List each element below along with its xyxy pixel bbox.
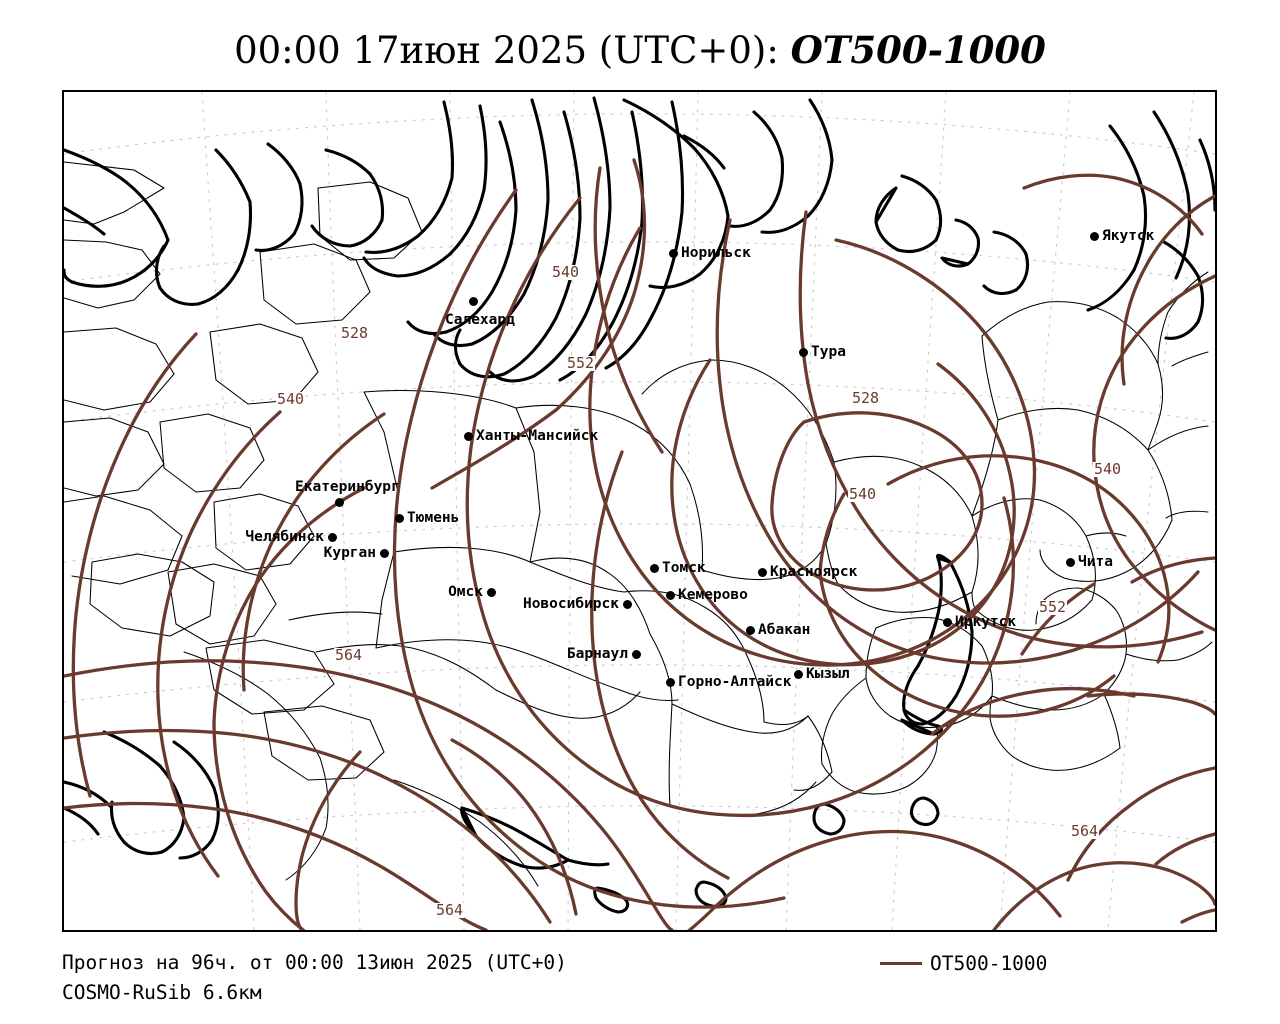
city-label: Тюмень bbox=[407, 510, 460, 526]
city-label: Новосибирск bbox=[522, 596, 619, 612]
city-label: Курган bbox=[323, 545, 376, 561]
page-title: 00:00 17июн 2025 (UTC+0): OT500-1000 bbox=[0, 28, 1280, 72]
city-label: Томск bbox=[662, 560, 706, 576]
contour-label: 564 bbox=[1070, 822, 1100, 840]
city-dot bbox=[665, 590, 675, 600]
city-dot bbox=[379, 548, 389, 558]
city-dot bbox=[468, 296, 478, 306]
footer: Прогноз на 96ч. от 00:00 13июн 2025 (UTC… bbox=[0, 940, 1280, 1024]
city-label: Абакан bbox=[758, 622, 811, 638]
city-label: Якутск bbox=[1102, 228, 1155, 244]
map-graphics bbox=[64, 92, 1215, 930]
city-label: Тура bbox=[811, 344, 846, 360]
city-dot bbox=[463, 431, 473, 441]
city-dot bbox=[1089, 231, 1099, 241]
contour-label: 552 bbox=[1038, 598, 1068, 616]
coastline-layer bbox=[64, 96, 1215, 914]
city-label: Кызыл bbox=[806, 666, 850, 682]
city-dot bbox=[793, 669, 803, 679]
city-label: Челябинск bbox=[245, 529, 324, 545]
city-dot bbox=[327, 532, 337, 542]
city-label: Иркутск bbox=[955, 614, 1017, 630]
city-dot bbox=[649, 563, 659, 573]
contour-label: 540 bbox=[276, 390, 306, 408]
legend-line-swatch bbox=[880, 962, 922, 965]
city-dot bbox=[942, 617, 952, 627]
city-dot bbox=[486, 587, 496, 597]
contour-label: 552 bbox=[566, 354, 596, 372]
contour-label: 528 bbox=[340, 324, 370, 342]
legend-label: OT500-1000 bbox=[930, 952, 1048, 975]
map-plot-area: 528 540 552 540 528 540 540 552 564 564 … bbox=[62, 90, 1217, 932]
contour-label: 564 bbox=[435, 901, 465, 919]
city-dot bbox=[745, 625, 755, 635]
city-dot bbox=[622, 599, 632, 609]
city-dot bbox=[757, 567, 767, 577]
city-dot bbox=[394, 513, 404, 523]
contour-label: 540 bbox=[551, 263, 581, 281]
city-label: Горно-Алтайск bbox=[678, 674, 792, 690]
contour-label: 564 bbox=[334, 646, 364, 664]
city-dot bbox=[334, 497, 344, 507]
contour-label: 528 bbox=[851, 389, 881, 407]
city-label: Красноярск bbox=[770, 564, 858, 580]
graticule-layer bbox=[64, 92, 1215, 930]
city-label: Норильск bbox=[681, 245, 751, 261]
city-dot bbox=[668, 248, 678, 258]
contour-label: 540 bbox=[1093, 460, 1123, 478]
city-label: Кемерово bbox=[678, 587, 748, 603]
city-label: Салехард bbox=[445, 312, 515, 328]
model-info-line: COSMO-RuSib 6.6км bbox=[62, 981, 262, 1004]
legend: OT500-1000 bbox=[880, 952, 1047, 975]
city-dot bbox=[798, 347, 808, 357]
title-field-name: OT500-1000 bbox=[790, 28, 1046, 72]
city-label: Омск bbox=[448, 584, 483, 600]
city-label: Чита bbox=[1078, 554, 1113, 570]
city-label: Екатеринбург bbox=[295, 479, 400, 495]
contour-label: 540 bbox=[848, 485, 878, 503]
city-dot bbox=[631, 649, 641, 659]
title-timestamp: 00:00 17июн 2025 (UTC+0): bbox=[234, 29, 791, 72]
city-dot bbox=[665, 677, 675, 687]
city-dot bbox=[1065, 557, 1075, 567]
city-label: Барнаул bbox=[566, 646, 628, 662]
forecast-info-line: Прогноз на 96ч. от 00:00 13июн 2025 (UTC… bbox=[62, 951, 567, 974]
city-label: Ханты-Мансийск bbox=[476, 428, 599, 444]
contour-layer bbox=[64, 158, 1215, 930]
footer-text-block: Прогноз на 96ч. от 00:00 13июн 2025 (UTC… bbox=[62, 948, 567, 1008]
